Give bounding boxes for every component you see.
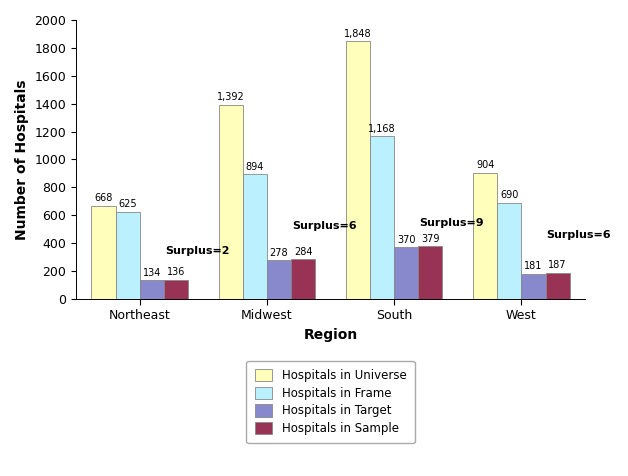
Text: 1,168: 1,168 (368, 124, 396, 134)
Bar (418, 246, 443, 299)
Bar (394, 248, 418, 299)
Bar (140, 280, 164, 299)
Text: Surplus=2: Surplus=2 (165, 246, 230, 256)
Bar (370, 136, 394, 299)
Text: 370: 370 (397, 235, 416, 245)
Text: 668: 668 (94, 193, 112, 203)
Text: 136: 136 (167, 268, 185, 278)
Text: 379: 379 (421, 234, 440, 244)
Y-axis label: Number of Hospitals: Number of Hospitals (15, 79, 29, 240)
Bar (267, 260, 291, 299)
Bar (346, 41, 370, 299)
Bar (521, 274, 546, 299)
Text: 278: 278 (269, 248, 288, 258)
Text: Surplus=9: Surplus=9 (420, 218, 484, 228)
Bar (164, 280, 188, 299)
Bar (291, 259, 315, 299)
Text: 284: 284 (294, 247, 313, 257)
Text: 181: 181 (524, 261, 543, 271)
Text: 134: 134 (143, 268, 161, 278)
X-axis label: Region: Region (303, 328, 358, 342)
Text: 894: 894 (246, 162, 264, 172)
Text: 1,392: 1,392 (217, 92, 244, 102)
Text: Surplus=6: Surplus=6 (547, 230, 611, 240)
Text: 187: 187 (548, 260, 567, 270)
Text: 625: 625 (118, 199, 137, 209)
Text: Surplus=6: Surplus=6 (292, 220, 357, 230)
Text: 1,848: 1,848 (344, 29, 372, 39)
Bar (219, 105, 243, 299)
Bar (473, 173, 497, 299)
Bar (92, 206, 116, 299)
Text: 904: 904 (476, 160, 494, 170)
Bar (546, 273, 570, 299)
Legend: Hospitals in Universe, Hospitals in Frame, Hospitals in Target, Hospitals in Sam: Hospitals in Universe, Hospitals in Fram… (246, 361, 414, 444)
Bar (243, 174, 267, 299)
Bar (497, 203, 521, 299)
Text: 690: 690 (500, 190, 519, 200)
Bar (116, 212, 140, 299)
